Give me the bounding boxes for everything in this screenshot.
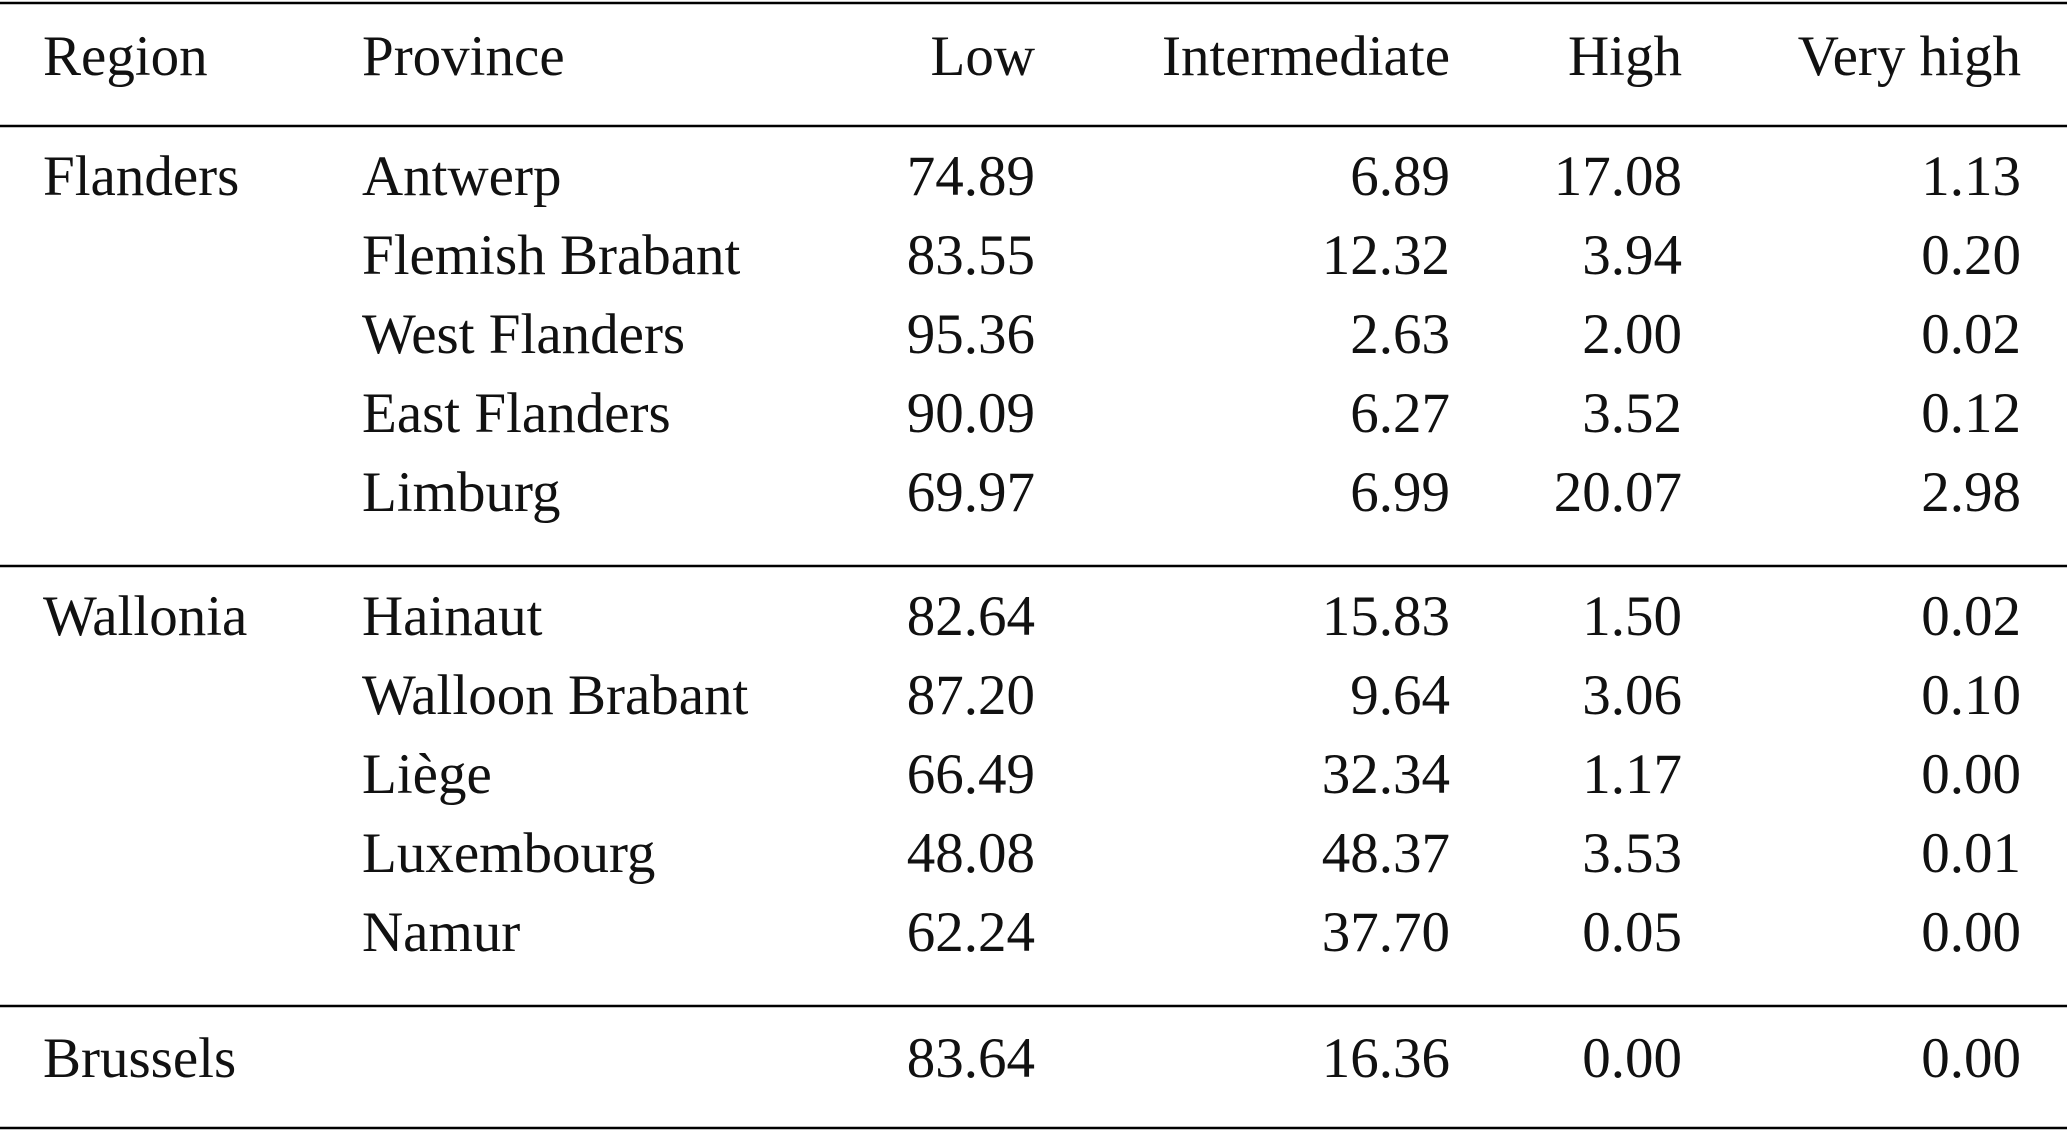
value-cell: 0.00 xyxy=(1921,743,2021,806)
column-header: Very high xyxy=(1798,25,2021,88)
value-cell: 2.00 xyxy=(1582,303,1682,366)
province-cell: Namur xyxy=(362,901,520,964)
value-cell: 69.97 xyxy=(907,461,1035,524)
column-header: Region xyxy=(43,25,208,88)
value-cell: 3.53 xyxy=(1582,822,1682,885)
value-cell: 6.99 xyxy=(1350,461,1450,524)
value-cell: 82.64 xyxy=(907,585,1035,648)
province-cell: Limburg xyxy=(362,461,560,524)
province-cell: Antwerp xyxy=(362,145,561,208)
value-cell: 20.07 xyxy=(1554,461,1682,524)
value-cell: 62.24 xyxy=(907,901,1035,964)
value-cell: 1.50 xyxy=(1582,585,1682,648)
value-cell: 9.64 xyxy=(1350,664,1450,727)
column-header: Low xyxy=(931,25,1035,88)
value-cell: 6.27 xyxy=(1350,382,1450,445)
value-cell: 66.49 xyxy=(907,743,1035,806)
value-cell: 95.36 xyxy=(907,303,1035,366)
value-cell: 0.02 xyxy=(1921,585,2021,648)
value-cell: 0.20 xyxy=(1921,224,2021,287)
province-cell: East Flanders xyxy=(362,382,671,445)
value-cell: 83.64 xyxy=(907,1027,1035,1090)
value-cell: 12.32 xyxy=(1322,224,1450,287)
column-header: Intermediate xyxy=(1162,25,1450,88)
value-cell: 17.08 xyxy=(1554,145,1682,208)
value-cell: 1.13 xyxy=(1921,145,2021,208)
value-cell: 0.00 xyxy=(1921,1027,2021,1090)
value-cell: 0.02 xyxy=(1921,303,2021,366)
value-cell: 0.01 xyxy=(1921,822,2021,885)
column-header: High xyxy=(1568,25,1682,88)
value-cell: 83.55 xyxy=(907,224,1035,287)
value-cell: 0.00 xyxy=(1582,1027,1682,1090)
value-cell: 0.05 xyxy=(1582,901,1682,964)
column-header: Province xyxy=(362,25,565,88)
value-cell: 48.08 xyxy=(907,822,1035,885)
value-cell: 15.83 xyxy=(1322,585,1450,648)
province-cell: Walloon Brabant xyxy=(362,664,749,727)
value-cell: 90.09 xyxy=(907,382,1035,445)
value-cell: 3.94 xyxy=(1582,224,1682,287)
value-cell: 74.89 xyxy=(907,145,1035,208)
province-cell: Hainaut xyxy=(362,585,543,648)
region-cell: Flanders xyxy=(43,145,239,208)
value-cell: 6.89 xyxy=(1350,145,1450,208)
province-cell: Luxembourg xyxy=(362,822,655,885)
value-cell: 37.70 xyxy=(1322,901,1450,964)
value-cell: 2.63 xyxy=(1350,303,1450,366)
value-cell: 32.34 xyxy=(1322,743,1450,806)
value-cell: 48.37 xyxy=(1322,822,1450,885)
province-cell: Liège xyxy=(362,743,492,806)
province-cell: West Flanders xyxy=(362,303,685,366)
value-cell: 0.12 xyxy=(1921,382,2021,445)
province-cell: Flemish Brabant xyxy=(362,224,741,287)
region-cell: Wallonia xyxy=(43,585,247,648)
value-cell: 0.00 xyxy=(1921,901,2021,964)
value-cell: 87.20 xyxy=(907,664,1035,727)
value-cell: 16.36 xyxy=(1322,1027,1450,1090)
region-cell: Brussels xyxy=(43,1027,236,1090)
value-cell: 0.10 xyxy=(1921,664,2021,727)
value-cell: 3.52 xyxy=(1582,382,1682,445)
value-cell: 2.98 xyxy=(1921,461,2021,524)
value-cell: 1.17 xyxy=(1582,743,1682,806)
value-cell: 3.06 xyxy=(1582,664,1682,727)
